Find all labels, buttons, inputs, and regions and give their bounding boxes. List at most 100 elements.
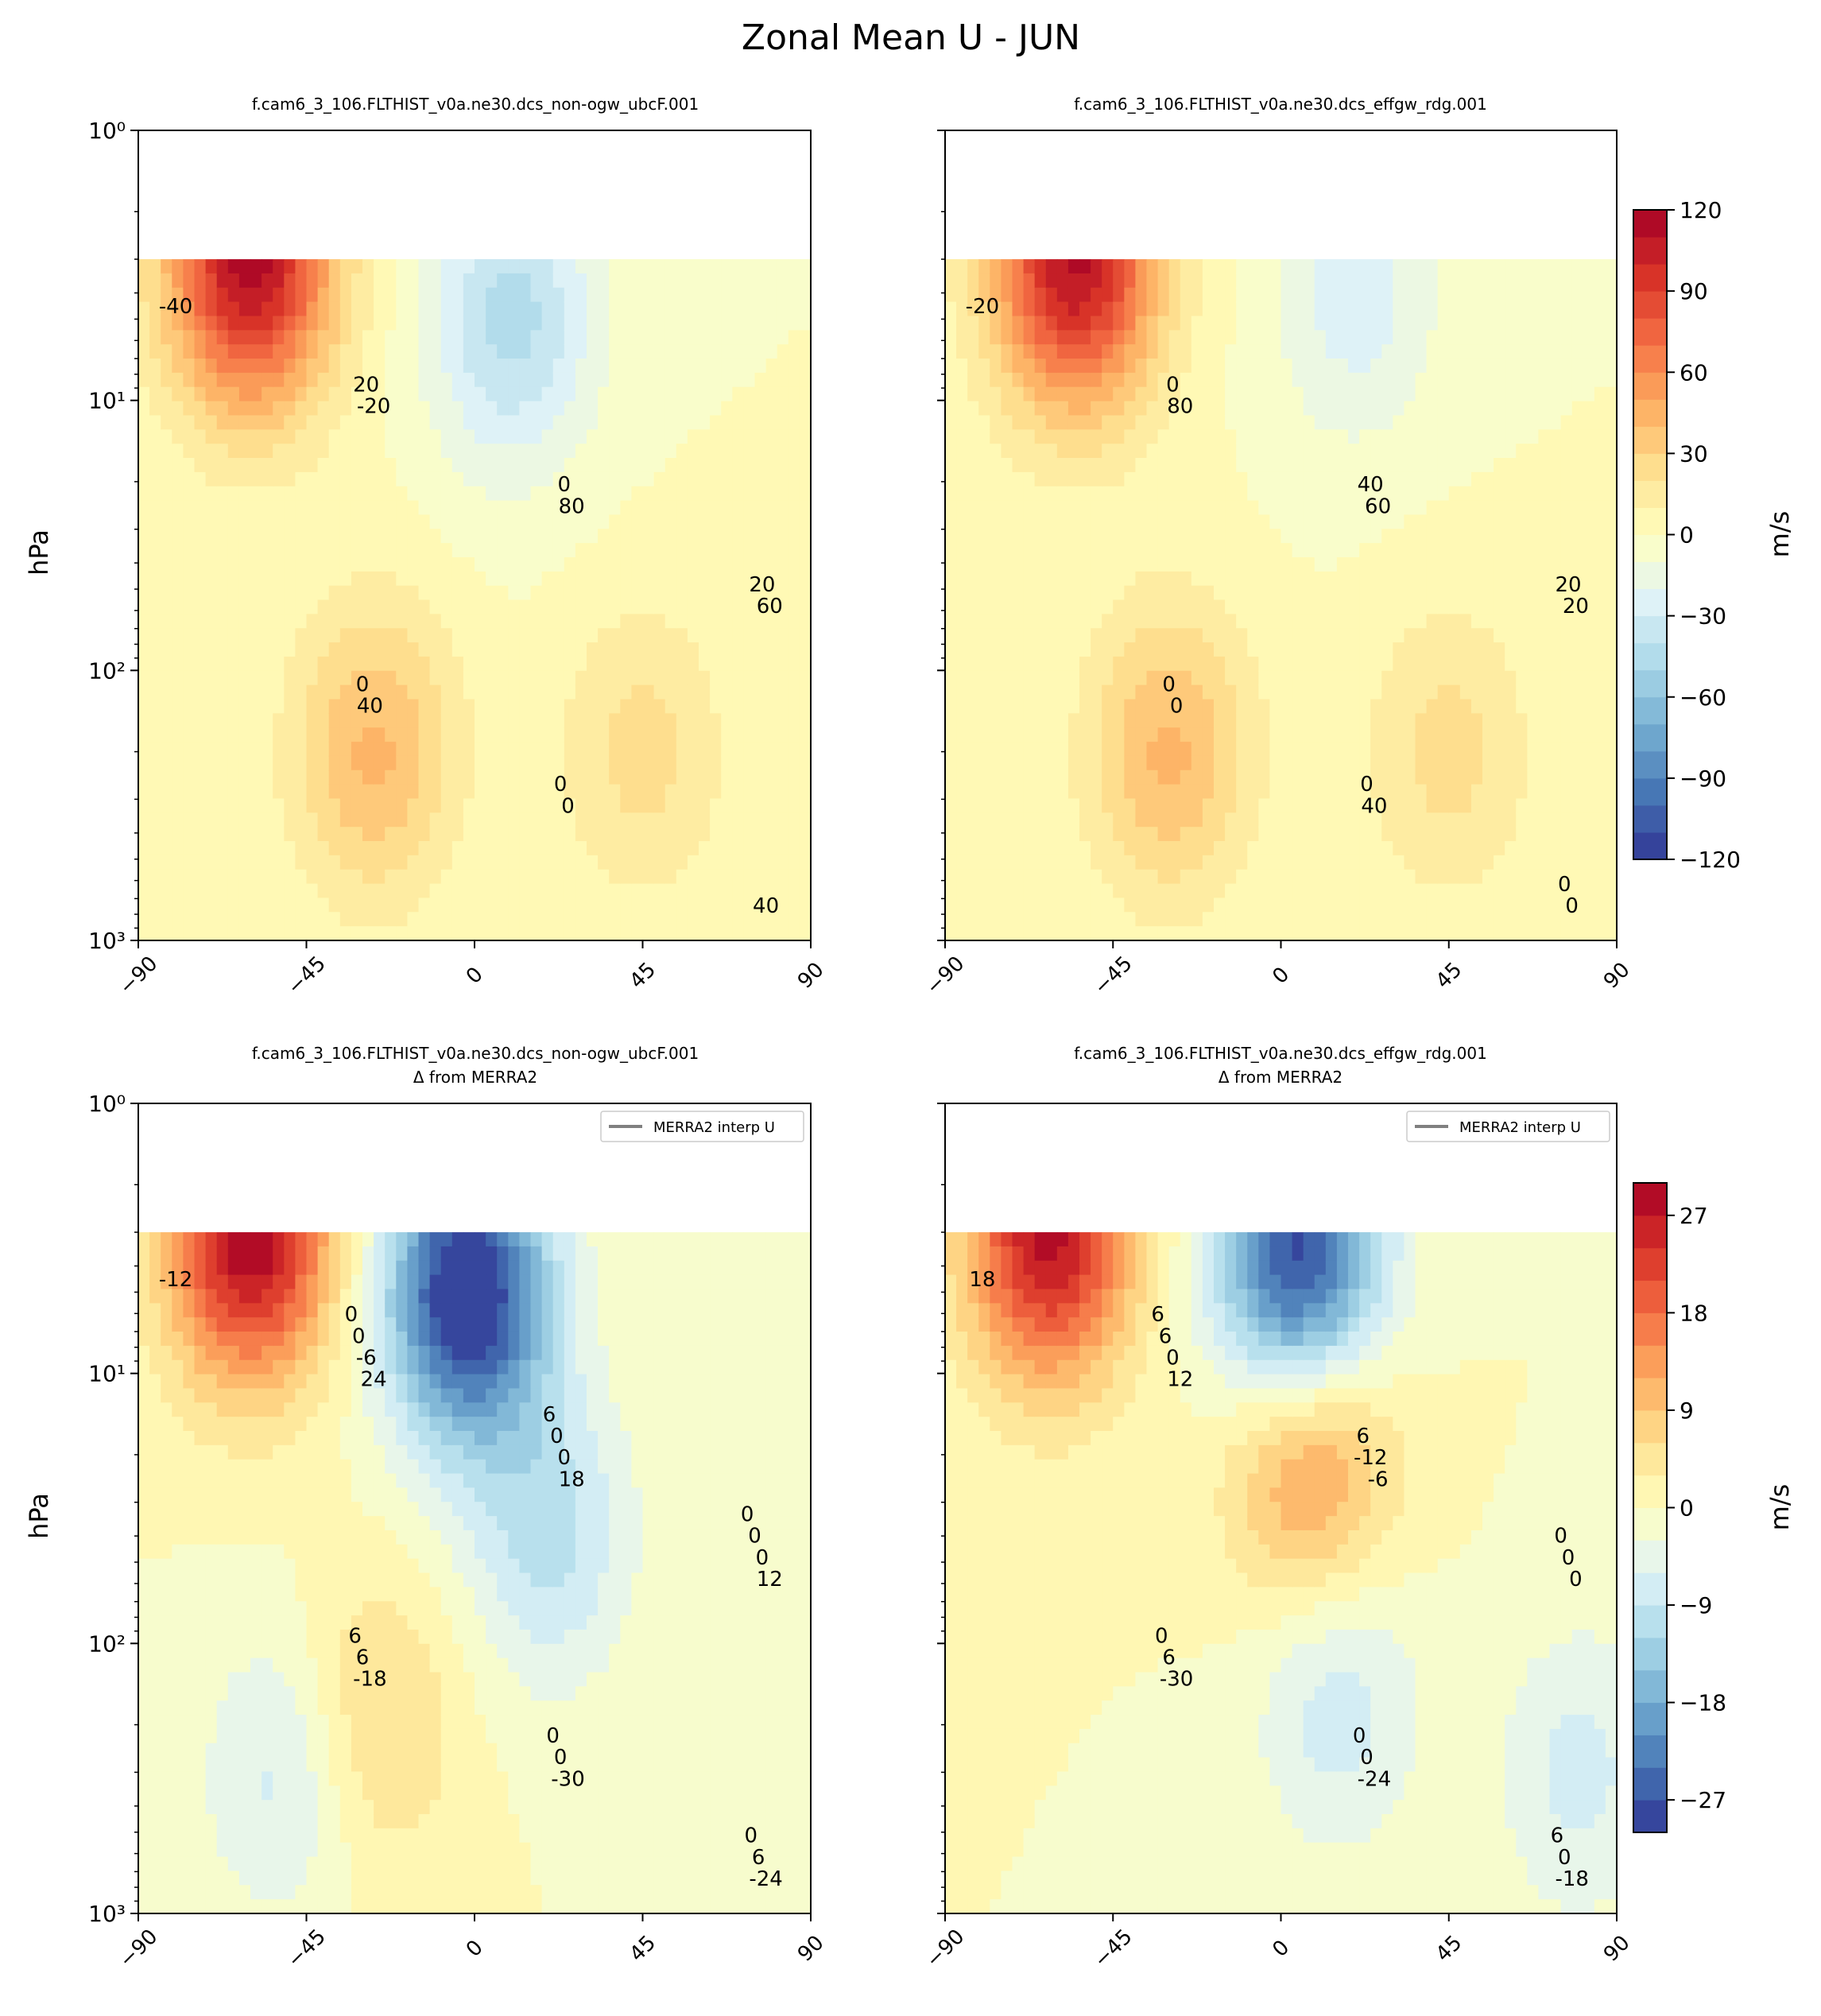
field-cell xyxy=(1370,344,1382,359)
field-cell xyxy=(238,344,251,359)
field-cell xyxy=(788,330,800,345)
field-cell xyxy=(161,926,172,941)
field-cell xyxy=(1180,359,1192,374)
field-cell xyxy=(1146,429,1159,444)
field-cell xyxy=(396,316,408,331)
field-cell xyxy=(1292,301,1304,317)
field-cell xyxy=(1135,670,1148,686)
field-cell xyxy=(687,656,699,672)
field-cell xyxy=(552,415,565,430)
field-cell xyxy=(250,401,262,417)
field-cell xyxy=(486,656,498,672)
field-cell xyxy=(1102,855,1114,870)
field-cell xyxy=(732,699,744,714)
field-cell xyxy=(1168,684,1181,700)
field-cell xyxy=(1091,614,1102,629)
field-cell xyxy=(609,812,621,828)
field-cell xyxy=(743,642,756,657)
field-cell xyxy=(1180,827,1192,842)
field-cell xyxy=(990,429,1002,444)
field-cell xyxy=(1348,784,1360,800)
field-cell xyxy=(1292,656,1304,672)
field-cell xyxy=(754,287,767,303)
field-cell xyxy=(339,344,352,359)
field-cell xyxy=(552,372,565,388)
field-cell xyxy=(1325,386,1338,402)
field-cell xyxy=(1146,742,1159,757)
field-cell xyxy=(1292,415,1304,430)
field-cell xyxy=(1336,330,1349,345)
field-cell xyxy=(295,415,308,430)
field-cell xyxy=(541,827,554,842)
field-cell xyxy=(1325,500,1338,516)
field-cell xyxy=(1079,344,1091,359)
field-cell xyxy=(564,898,576,913)
field-cell xyxy=(653,401,666,417)
field-cell xyxy=(956,742,968,757)
field-cell xyxy=(1102,486,1114,502)
field-cell xyxy=(508,656,520,672)
field-cell xyxy=(1079,784,1091,800)
field-cell xyxy=(642,415,655,430)
field-cell xyxy=(1079,316,1091,331)
field-cell xyxy=(653,670,666,686)
field-cell xyxy=(1236,713,1248,728)
field-cell xyxy=(1023,543,1036,558)
field-cell xyxy=(754,841,767,856)
field-cell xyxy=(1393,259,1405,274)
field-cell xyxy=(653,316,666,331)
field-cell xyxy=(463,599,475,614)
field-cell xyxy=(788,316,800,331)
field-cell xyxy=(328,614,341,629)
field-cell xyxy=(486,755,498,771)
field-cell xyxy=(1225,316,1237,331)
field-cell xyxy=(732,514,744,529)
field-cell xyxy=(374,585,386,601)
field-cell xyxy=(295,812,308,828)
field-cell xyxy=(530,458,543,473)
field-cell xyxy=(138,742,150,757)
field-cell xyxy=(273,372,285,388)
field-cell xyxy=(564,642,576,657)
field-cell xyxy=(396,869,408,885)
field-cell xyxy=(451,330,464,345)
field-cell xyxy=(351,599,363,614)
field-cell xyxy=(1168,599,1181,614)
field-cell xyxy=(1157,514,1170,529)
field-cell xyxy=(440,415,453,430)
field-cell xyxy=(138,656,150,672)
field-cell xyxy=(172,812,184,828)
field-cell xyxy=(1404,812,1416,828)
field-cell xyxy=(653,330,666,345)
field-cell xyxy=(1325,287,1338,303)
field-cell xyxy=(1091,401,1102,417)
field-cell xyxy=(1113,727,1125,742)
field-cell xyxy=(339,827,352,842)
field-cell xyxy=(273,500,285,516)
field-cell xyxy=(1359,656,1371,672)
field-cell xyxy=(1314,770,1327,785)
field-cell xyxy=(227,684,240,700)
field-cell xyxy=(664,359,677,374)
field-cell xyxy=(609,415,621,430)
field-cell xyxy=(1191,259,1203,274)
field-cell xyxy=(273,742,285,757)
field-cell xyxy=(486,543,498,558)
field-cell xyxy=(1056,529,1069,544)
field-cell xyxy=(1336,529,1349,544)
field-cell xyxy=(396,444,408,459)
field-cell xyxy=(227,556,240,572)
field-cell xyxy=(1067,444,1080,459)
field-cell xyxy=(451,742,464,757)
field-cell xyxy=(1157,770,1170,785)
field-cell xyxy=(1202,571,1215,587)
field-cell xyxy=(1214,458,1226,473)
field-cell xyxy=(945,372,957,388)
field-cell xyxy=(183,301,196,317)
field-cell xyxy=(1191,770,1203,785)
field-cell xyxy=(1124,699,1137,714)
field-cell xyxy=(1269,514,1282,529)
field-cell xyxy=(519,401,532,417)
field-cell xyxy=(1381,401,1393,417)
field-cell xyxy=(743,727,756,742)
